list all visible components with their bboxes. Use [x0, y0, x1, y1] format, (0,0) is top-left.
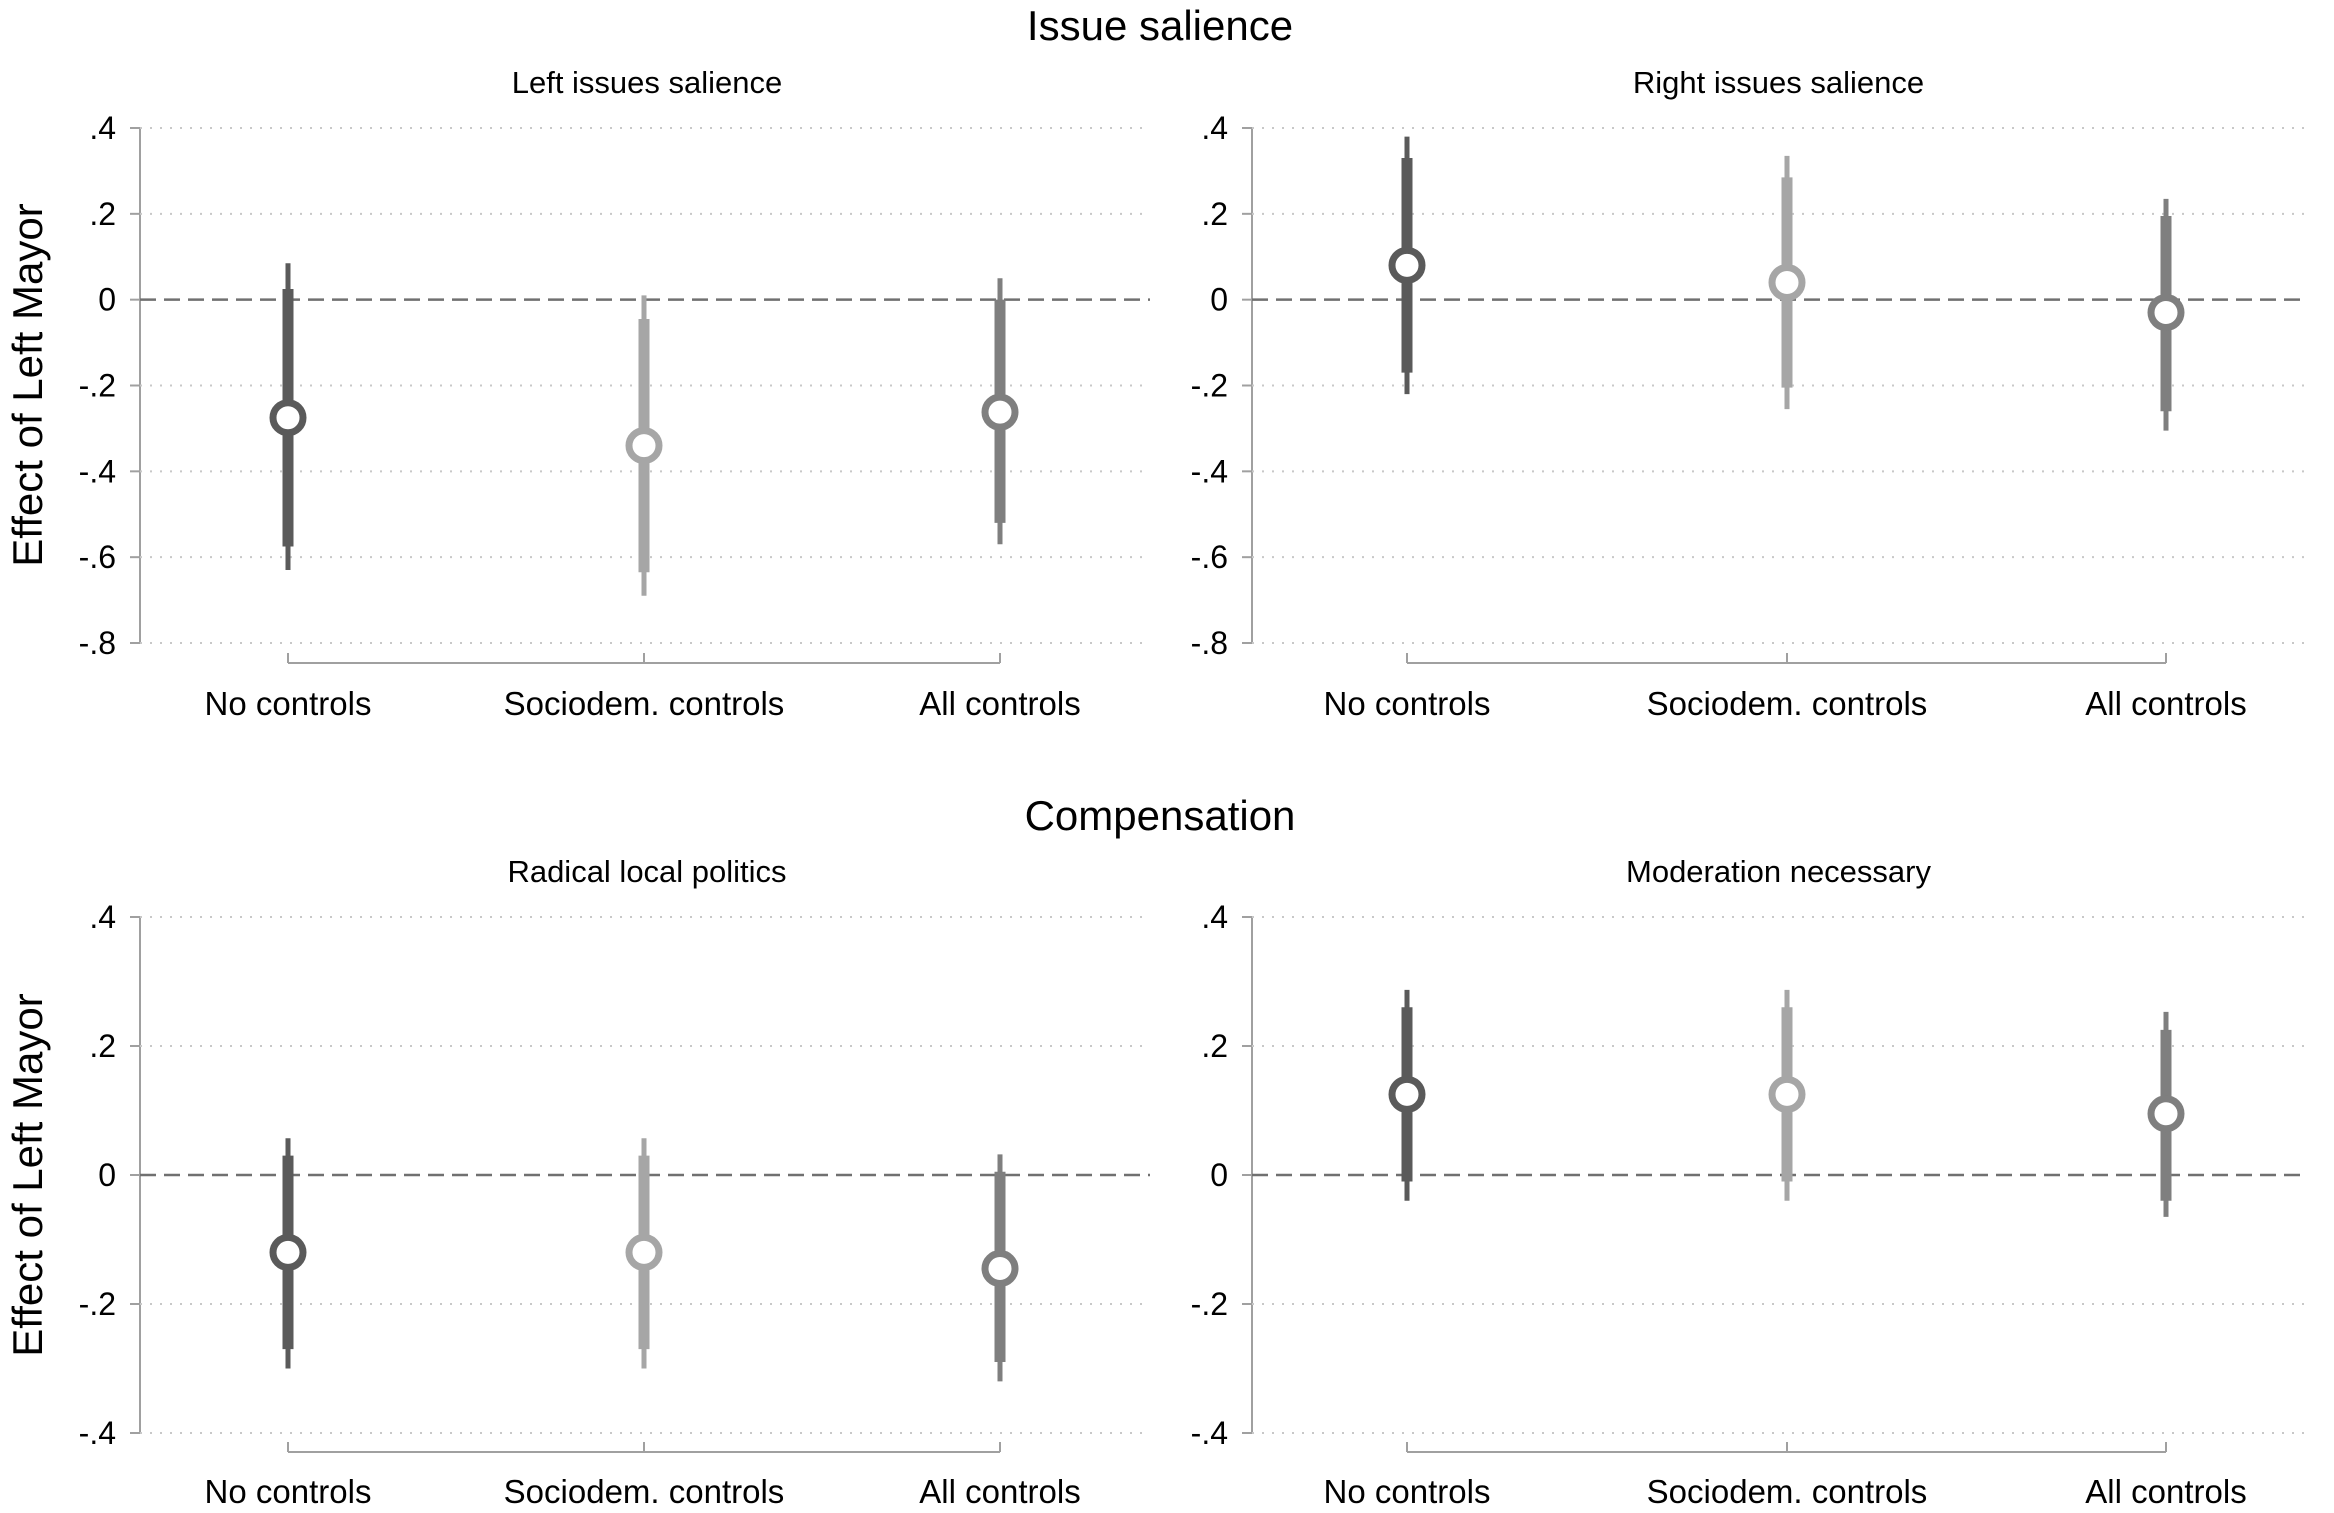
point-estimate-sociodem-controls — [1768, 1075, 1806, 1113]
panel-title: Moderation necessary — [1626, 854, 1931, 889]
x-category-label-no-controls: No controls — [205, 685, 372, 722]
x-category-label-sociodem-controls: Sociodem. controls — [1647, 1473, 1928, 1510]
y-tick-label--0-6: -.6 — [79, 539, 116, 575]
y-tick-label-0-2: .2 — [1201, 1028, 1228, 1064]
panel-moderation-necessary: Moderation necessary .4 .2 0 -.2 -.4 No contro… — [1191, 854, 2305, 1510]
y-tick-label--0-4: -.4 — [79, 453, 116, 489]
x-category-label-no-controls: No controls — [1324, 685, 1491, 722]
x-category-label-no-controls: No controls — [205, 1473, 372, 1510]
x-category-label-all-controls: All controls — [2085, 685, 2246, 722]
panel-right-issues-salience: Right issues salience .4 .2 0 -.2 -.4 -.6 -.8 No… — [1191, 65, 2305, 722]
y-tick-label--0-4: -.4 — [79, 1415, 116, 1451]
y-tick-label-0-4: .4 — [89, 899, 116, 935]
y-tick-label-0: 0 — [1210, 282, 1228, 318]
panel-radical-local-politics: Radical local politics .4 .2 0 -.2 -.4 No cont… — [79, 854, 1150, 1510]
x-category-label-all-controls: All controls — [919, 685, 1080, 722]
point-estimate-sociodem-controls — [625, 427, 663, 465]
x-category-label-all-controls: All controls — [2085, 1473, 2246, 1510]
y-tick-label--0-2: -.2 — [1191, 1286, 1228, 1322]
point-estimate-sociodem-controls — [625, 1233, 663, 1271]
panel-left-issues-salience: Left issues salience .4 .2 0 -.2 -.4 -.6 -.8 No … — [79, 65, 1150, 722]
point-estimate-sociodem-controls — [1768, 264, 1806, 301]
point-estimate-no-controls — [269, 399, 307, 437]
point-estimate-all-controls — [2147, 1095, 2185, 1133]
x-category-label-sociodem-controls: Sociodem. controls — [1647, 685, 1928, 722]
point-estimate-no-controls — [269, 1233, 307, 1271]
y-tick-label-0-4: .4 — [1201, 110, 1228, 146]
group-title-issue-salience: Issue salience — [1027, 2, 1293, 49]
y-tick-label--0-8: -.8 — [1191, 625, 1228, 661]
y-tick-label-0: 0 — [98, 282, 116, 318]
y-tick-label-0-2: .2 — [1201, 196, 1228, 232]
y-tick-label--0-4: -.4 — [1191, 1415, 1228, 1451]
y-tick-label--0-2: -.2 — [1191, 368, 1228, 404]
x-category-label-sociodem-controls: Sociodem. controls — [504, 685, 785, 722]
panel-title: Left issues salience — [512, 65, 783, 100]
x-category-label-no-controls: No controls — [1324, 1473, 1491, 1510]
y-tick-label--0-2: -.2 — [79, 368, 116, 404]
y-tick-label-0-2: .2 — [89, 196, 116, 232]
y-axis-label-top: Effect of Left Mayor — [4, 203, 51, 566]
panel-title: Right issues salience — [1633, 65, 1924, 100]
point-estimate-no-controls — [1388, 246, 1426, 284]
y-axis-label-bottom: Effect of Left Mayor — [4, 993, 51, 1356]
x-category-label-sociodem-controls: Sociodem. controls — [504, 1473, 785, 1510]
y-tick-label-0-4: .4 — [89, 110, 116, 146]
y-tick-label--0-6: -.6 — [1191, 539, 1228, 575]
y-tick-label-0-2: .2 — [89, 1028, 116, 1064]
point-estimate-all-controls — [981, 393, 1019, 431]
y-tick-label--0-4: -.4 — [1191, 453, 1228, 489]
y-tick-label-0: 0 — [1210, 1157, 1228, 1193]
point-estimate-all-controls — [981, 1250, 1019, 1288]
y-tick-label-0-4: .4 — [1201, 899, 1228, 935]
y-tick-label-0: 0 — [98, 1157, 116, 1193]
point-estimate-no-controls — [1388, 1075, 1426, 1113]
panel-title: Radical local politics — [507, 854, 786, 889]
group-title-compensation: Compensation — [1025, 792, 1296, 839]
point-estimate-all-controls — [2147, 294, 2185, 332]
y-tick-label--0-2: -.2 — [79, 1286, 116, 1322]
x-category-label-all-controls: All controls — [919, 1473, 1080, 1510]
y-tick-label--0-8: -.8 — [79, 625, 116, 661]
